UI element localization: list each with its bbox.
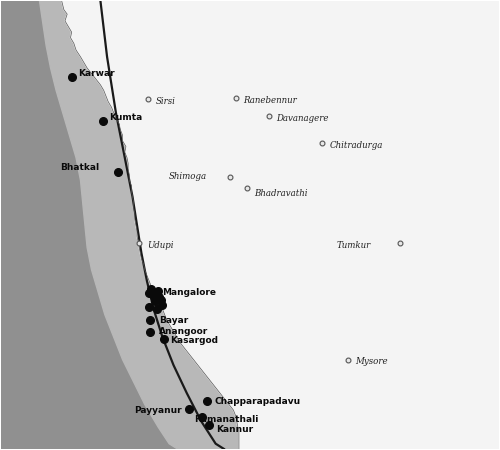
Text: Davanagere: Davanagere	[276, 114, 329, 123]
Polygon shape	[0, 0, 20, 449]
Text: Ramanathali: Ramanathali	[194, 414, 259, 423]
Polygon shape	[0, 0, 154, 449]
Text: Bhadravathi: Bhadravathi	[254, 189, 308, 198]
Text: Ranebennur: Ranebennur	[244, 96, 297, 105]
Text: Shimoga: Shimoga	[169, 172, 207, 181]
Polygon shape	[62, 0, 500, 449]
Polygon shape	[0, 0, 178, 449]
Text: Udupi: Udupi	[147, 241, 174, 250]
Polygon shape	[40, 1, 239, 449]
Text: Kannur: Kannur	[216, 425, 253, 434]
Text: Bhatkal: Bhatkal	[60, 163, 100, 172]
Text: Mangalore: Mangalore	[162, 288, 216, 297]
Text: Tumkur: Tumkur	[336, 241, 370, 250]
Text: Karwar: Karwar	[78, 69, 115, 78]
Text: Sirsi: Sirsi	[156, 97, 176, 106]
Text: Bayar: Bayar	[159, 316, 188, 325]
Text: Anangoor: Anangoor	[159, 327, 208, 336]
Text: Chapparapadavu: Chapparapadavu	[214, 396, 300, 405]
Text: Kumta: Kumta	[110, 113, 142, 122]
Text: Payyanur: Payyanur	[134, 405, 182, 414]
Text: Chitradurga: Chitradurga	[330, 141, 383, 150]
Text: Kasargod: Kasargod	[170, 336, 218, 345]
Text: Mysore: Mysore	[356, 357, 388, 366]
